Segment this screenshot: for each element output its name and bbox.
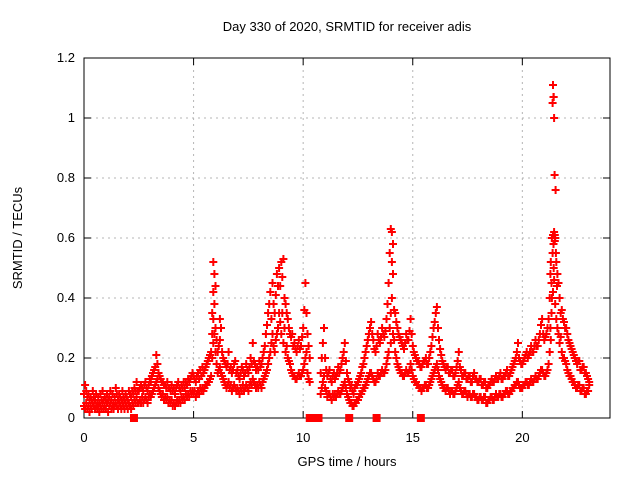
chart-title: Day 330 of 2020, SRMTID for receiver adi… [223,19,472,34]
y-tick-label: 0.8 [57,170,75,185]
x-tick-label: 10 [296,430,310,445]
tick-labels: 0 5 10 15 20 0 0.2 0.4 0.6 0.8 1 1.2 [57,50,530,445]
zero-square-marker [416,414,425,422]
y-tick-label: 0.4 [57,290,75,305]
zero-square-marker [372,414,381,422]
x-tick-label: 15 [406,430,420,445]
grid-lines [84,58,610,418]
y-tick-label: 1.2 [57,50,75,65]
scatter-points [80,81,594,416]
x-tick-label: 5 [190,430,197,445]
x-tick-label: 20 [515,430,529,445]
y-axis-label: SRMTID / TECUs [10,186,25,289]
y-tick-label: 0.2 [57,350,75,365]
zero-square-marker [314,414,323,422]
y-tick-label: 1 [68,110,75,125]
data-points [80,81,594,422]
y-tick-label: 0.6 [57,230,75,245]
x-axis-label: GPS time / hours [298,454,397,469]
y-tick-label: 0 [68,410,75,425]
zero-square-marker [129,414,138,422]
x-tick-label: 0 [80,430,87,445]
zero-square-marker [345,414,354,422]
zero-square-marker [310,414,319,422]
zero-square-marker [305,414,314,422]
